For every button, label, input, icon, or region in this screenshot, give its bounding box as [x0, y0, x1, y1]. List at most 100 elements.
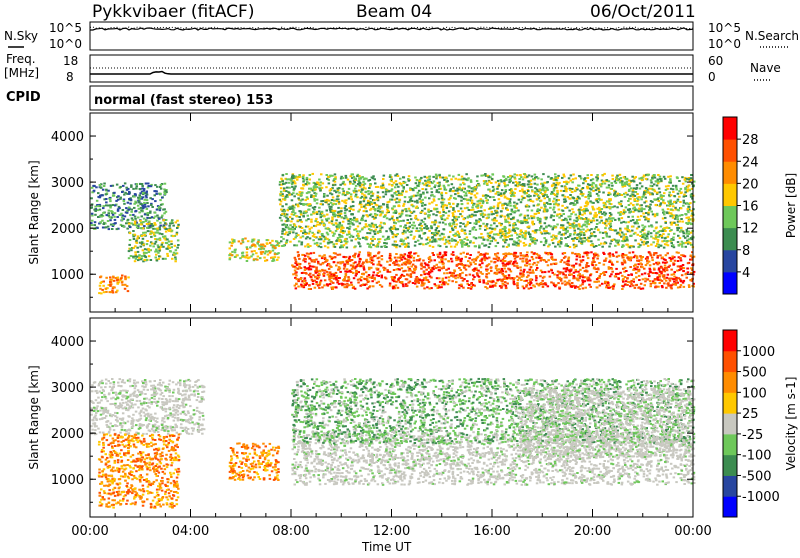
echo-cell — [523, 176, 526, 178]
echo-cell — [529, 236, 532, 238]
echo-cell — [302, 204, 305, 206]
echo-cell — [472, 204, 475, 206]
echo-cell — [590, 189, 593, 191]
echo-cell — [414, 177, 417, 179]
echo-cell — [111, 211, 114, 213]
echo-cell — [686, 217, 689, 219]
echo-cell — [347, 179, 350, 181]
echo-cell — [291, 186, 294, 188]
echo-cell — [294, 182, 297, 184]
echo-cell — [287, 226, 290, 228]
echo-cell — [92, 185, 95, 187]
echo-cell — [242, 255, 245, 257]
echo-cell — [513, 202, 516, 204]
echo-cell — [308, 205, 311, 207]
echo-cell — [636, 284, 639, 286]
echo-cell — [480, 233, 483, 235]
echo-cell — [316, 211, 319, 213]
echo-cell — [596, 271, 599, 273]
echo-cell — [316, 199, 319, 201]
echo-cell — [307, 215, 310, 217]
echo-cell — [406, 222, 409, 224]
echo-cell — [141, 255, 144, 257]
echo-cell — [367, 243, 370, 245]
echo-cell — [564, 237, 567, 239]
echo-cell — [623, 221, 626, 223]
echo-cell — [361, 196, 364, 198]
echo-cell — [144, 213, 147, 215]
echo-cell — [494, 219, 497, 221]
echo-cell — [530, 287, 533, 289]
echo-cell — [277, 252, 280, 254]
echo-cell — [676, 200, 679, 202]
echo-cell — [355, 220, 358, 222]
echo-cell — [672, 237, 675, 239]
echo-cell — [381, 212, 384, 214]
echo-cell — [420, 196, 423, 198]
echo-cell — [675, 224, 678, 226]
echo-cell — [234, 251, 237, 253]
echo-cell — [383, 242, 386, 244]
echo-cell — [330, 241, 333, 243]
echo-cell — [101, 289, 104, 291]
echo-cell — [435, 221, 438, 223]
echo-cell — [318, 287, 321, 289]
echo-cell — [431, 221, 434, 223]
echo-cell — [297, 286, 300, 288]
echo-cell — [622, 245, 625, 247]
echo-cell — [312, 196, 315, 198]
echo-region — [291, 251, 695, 290]
echo-cell — [557, 175, 560, 177]
freq-label-line2: [MHz] — [4, 66, 39, 80]
echo-cell — [350, 282, 353, 284]
echo-cell — [131, 217, 134, 219]
echo-cell — [146, 202, 149, 204]
echo-cell — [462, 241, 465, 243]
echo-cell — [406, 274, 409, 276]
echo-cell — [113, 280, 116, 282]
echo-cell — [368, 224, 371, 226]
echo-cell — [629, 266, 632, 268]
echo-cell — [647, 231, 650, 233]
echo-cell — [534, 230, 537, 232]
echo-cell — [531, 217, 534, 219]
echo-cell — [382, 203, 385, 205]
echo-cell — [484, 181, 487, 183]
echo-cell — [362, 237, 365, 239]
echo-cell — [599, 231, 602, 233]
echo-cell — [117, 195, 120, 197]
echo-cell — [373, 202, 376, 204]
echo-cell — [461, 246, 464, 248]
echo-cell — [558, 182, 561, 184]
echo-cell — [504, 185, 507, 187]
echo-cell — [488, 181, 491, 183]
echo-cell — [667, 176, 670, 178]
echo-cell — [634, 239, 637, 241]
echo-cell — [397, 278, 400, 280]
echo-cell — [109, 207, 112, 209]
echo-cell — [639, 235, 642, 237]
echo-cell — [653, 230, 656, 232]
echo-cell — [454, 198, 457, 200]
echo-cell — [687, 208, 690, 210]
echo-cell — [109, 276, 112, 278]
echo-cell — [572, 240, 575, 242]
echo-cell — [143, 202, 146, 204]
echo-cell — [673, 222, 676, 224]
echo-cell — [231, 251, 234, 253]
echo-cell — [483, 183, 486, 185]
echo-cell — [385, 193, 388, 195]
echo-cell — [160, 204, 163, 206]
echo-cell — [424, 232, 427, 234]
echo-cell — [454, 193, 457, 195]
echo-cell — [601, 246, 604, 248]
echo-cell — [585, 180, 588, 182]
echo-cell — [602, 232, 605, 234]
echo-cell — [285, 231, 288, 233]
echo-cell — [410, 218, 413, 220]
echo-cell — [640, 215, 643, 217]
echo-cell — [398, 213, 401, 215]
echo-cell — [575, 187, 578, 189]
echo-cell — [94, 221, 97, 223]
echo-cell — [545, 217, 548, 219]
